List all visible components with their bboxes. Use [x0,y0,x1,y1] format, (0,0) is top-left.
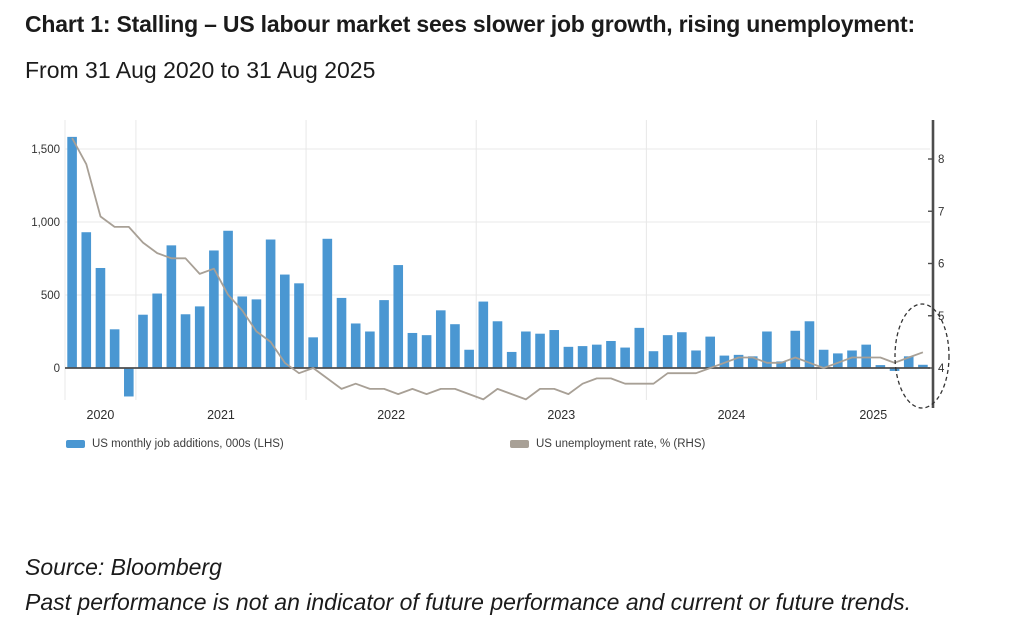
job-additions-bar [677,332,687,368]
job-additions-bar [790,330,801,368]
legend-label-job-additions: US monthly job additions, 000s (LHS) [92,438,284,450]
job-additions-bar [634,327,645,368]
left-axis-tick-label: 500 [41,290,60,302]
left-axis-tick-label: 1,500 [31,144,60,156]
job-additions-bar [747,356,758,368]
job-additions-bar [464,349,474,368]
job-additions-bar [336,297,347,368]
job-additions-bar [847,350,857,368]
job-additions-bar [407,332,418,368]
job-additions-bar [662,335,673,368]
job-additions-bar [180,314,191,368]
unemployment-line [71,137,924,401]
disclaimer-text: Past performance is not an indicator of … [25,589,911,615]
job-additions-bar [194,306,205,368]
job-additions-bar [705,336,716,368]
job-additions-bar [279,274,290,368]
job-additions-bar [521,331,531,368]
job-additions-bar [109,329,120,368]
legend-label-unemployment: US unemployment rate, % (RHS) [536,438,706,450]
x-axis-year-label: 2023 [547,408,575,422]
job-additions-bar [691,350,701,368]
job-additions-bar [889,368,900,371]
chart-title: Chart 1: Stalling – US labour market see… [25,11,915,37]
job-additions-bar [379,300,389,368]
highlight-ellipse-annotation [894,303,950,409]
job-additions-bar [350,323,361,368]
right-axis-tick-label: 4 [938,363,945,375]
left-axis-tick-label: 1,000 [31,217,60,229]
job-additions-bar [875,365,886,368]
legend-item-unemployment: US unemployment rate, % (RHS) [510,438,705,450]
job-additions-swatch [66,440,85,448]
job-additions-bar [506,351,517,368]
job-additions-bar [776,361,786,368]
job-additions-bar [435,310,446,368]
job-additions-bar [67,136,77,368]
job-additions-bar [450,324,460,368]
job-additions-bar [265,239,276,368]
right-axis-tick-label: 6 [938,259,944,271]
left-axis-tick-label: 0 [54,363,60,375]
job-additions-bar [606,340,616,368]
right-axis-tick-label: 8 [938,154,944,166]
job-additions-bar [648,351,659,368]
job-additions-bar [903,356,914,368]
job-additions-bar [918,364,928,368]
job-additions-bar [762,331,772,368]
job-additions-bar [124,368,134,397]
job-additions-bar [237,296,248,368]
job-additions-bar [577,346,588,368]
job-additions-bar [620,347,630,368]
job-additions-bar [478,301,489,368]
source-text: Source: Bloomberg [25,554,222,580]
job-additions-bar [804,321,815,368]
job-additions-bar [818,349,829,368]
job-additions-bar [322,238,333,368]
x-axis-year-label: 2022 [377,408,405,422]
job-additions-bar [166,245,177,368]
job-additions-bar [95,267,106,368]
right-axis-tick-label: 5 [938,311,944,323]
job-additions-bar [209,250,219,368]
job-additions-bar [535,333,545,368]
x-axis-year-label: 2021 [207,408,235,422]
unemployment-swatch [510,440,529,448]
combo-chart: 4 5 6 7 8 0 500 1,000 1,500 2020 2021 2022 2023 2024 2… [31,120,950,422]
job-additions-bar [719,355,730,368]
job-additions-bar [138,314,148,368]
job-additions-bar [251,299,262,368]
job-additions-bar [861,344,871,368]
x-axis-year-label: 2020 [87,408,115,422]
job-additions-bar [549,330,560,368]
chart-legend: US monthly job additions, 000s (LHS) US … [0,438,1024,454]
job-additions-bar [294,283,304,368]
x-axis-year-label: 2025 [859,408,887,422]
job-additions-bar [152,293,162,368]
job-additions-bar [733,354,744,368]
job-additions-bar [365,331,375,368]
job-additions-bar [81,232,92,368]
x-axis-year-label: 2024 [718,408,746,422]
job-additions-bar [223,230,233,368]
job-additions-bar [563,346,574,368]
job-additions-bar [421,335,432,368]
right-axis-tick-label: 7 [938,206,944,218]
job-additions-bar [308,337,318,368]
chart-subtitle: From 31 Aug 2020 to 31 Aug 2025 [25,57,376,83]
job-additions-bar [492,321,503,368]
job-additions-bar [393,265,404,368]
legend-item-job-additions: US monthly job additions, 000s (LHS) [66,438,284,450]
job-additions-bar [833,353,843,368]
job-additions-bar [591,344,602,368]
